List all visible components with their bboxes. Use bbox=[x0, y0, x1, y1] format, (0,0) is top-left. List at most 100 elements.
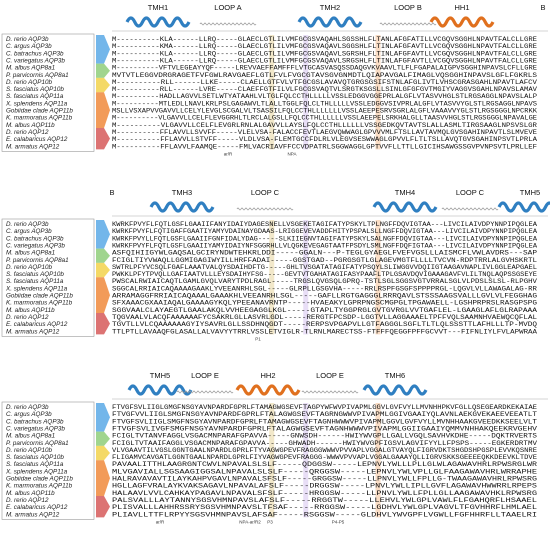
sequence: M----------KLA------LLRQ-----GLAECLGTLIL… bbox=[112, 50, 537, 57]
species-name: M. armatus AQP12 bbox=[6, 511, 60, 518]
species-name: C. batrachus AQP3b bbox=[6, 50, 64, 57]
species-name: E. calabaricus AQP12 bbox=[6, 321, 68, 328]
sequence: MLVGAVIALLSGSAAGIGGSALNPAVALSLSLF-----QR… bbox=[112, 468, 537, 475]
species-name: M. armatus AQP12 bbox=[6, 143, 60, 150]
sequence: M----------FFLAVVLLSTVFF-----VLDLVSA-FLE… bbox=[112, 136, 537, 143]
feature-label: TMH6 bbox=[385, 371, 405, 380]
sequence: FCIGLTVTAAIFAGGLVSGACMNPARAFGPAVVA-----G… bbox=[112, 440, 537, 447]
feature-label: LOOP C bbox=[251, 188, 280, 197]
species-name: M. albus AQP11b bbox=[6, 122, 55, 129]
species-name: D. rerio AQP12 bbox=[6, 314, 49, 321]
group-arrow bbox=[96, 248, 110, 263]
group-arrow bbox=[96, 460, 110, 496]
helix bbox=[127, 384, 193, 396]
loop bbox=[379, 22, 437, 26]
feature-label: LOOP B bbox=[394, 3, 422, 12]
sequence: M----------KLA------LLRQ-----GLAECLGTLIL… bbox=[112, 57, 537, 64]
helix bbox=[429, 16, 495, 28]
sequence: PLIAVLLTTFLRPYYSGSVHMNPAVSLAFSAF-----RSG… bbox=[112, 511, 537, 518]
sequence: MVTVTLEGGVDRGRAGETFVFGWLRAVGAEFLGTLFVLFV… bbox=[112, 72, 537, 79]
group-arrow bbox=[96, 495, 110, 518]
loop bbox=[236, 207, 294, 211]
sequence: M----------KLA------LLRQ-----GLAECLGTLIL… bbox=[112, 36, 537, 43]
sequence: HALAAVLVVLCAHKAYPAGAVLNPAVALSFSLF-----HR… bbox=[112, 490, 537, 497]
group-arrow bbox=[96, 431, 110, 446]
sequence: M----------VLGAVVLLCELFLEVGGRHLTLRCLALGS… bbox=[112, 115, 537, 122]
species-name: S. fasciatus AQP11a bbox=[6, 278, 64, 285]
species-name: K. marmoratus AQP11b bbox=[6, 483, 73, 490]
feature-label: LOOP A bbox=[214, 3, 241, 12]
species-name: C. variegatus AQP3b bbox=[6, 57, 65, 64]
species-name: P. parvicornis AQP8a1 bbox=[6, 257, 69, 264]
feature-label: TMH1 bbox=[148, 3, 168, 12]
sequence: FTVGFSVLIVGFSMGFNSGYAVNPARDFGPRLFTALAGWG… bbox=[112, 425, 537, 432]
sequence: KWRKFPVYFLFQTLGSFLGAAIIFANYIDAIYDAGESNEL… bbox=[112, 221, 537, 228]
species-name: M. albus AQP11b bbox=[6, 490, 55, 497]
sequence: TGVTLLVLCQAAAAAAGYIYSAVRLGLLSSDHNQGDT---… bbox=[112, 321, 537, 328]
sequence: KWRKFPVYFLFQTIGAFFGAATIYAMYVDAINAYGDAAS-… bbox=[112, 228, 537, 235]
species-name: M. albus AQP8a1 bbox=[6, 65, 55, 72]
loop bbox=[199, 22, 257, 26]
feature-label: LOOP E bbox=[316, 371, 344, 380]
species-name: C. batrachus AQP3b bbox=[6, 235, 64, 242]
sequence: SWTRLPFYVCSQLFGAFLAAATVALQYSDAIHDFTG----… bbox=[112, 264, 537, 271]
species-name: M. armatus AQP12 bbox=[6, 328, 60, 335]
conserved-column bbox=[303, 35, 309, 150]
loop bbox=[176, 390, 234, 394]
sequence: VLVGAAVTILVGSLGGNTGAALNPARDLGPRLFTYVAGWG… bbox=[112, 447, 537, 454]
sequence: FLIGAMVCAVGATLGGNTGAALNPARDLGPRLFIYVAGWG… bbox=[112, 454, 537, 461]
sequence: M----------RLL------LVRE-----CLAEFFGTFIL… bbox=[112, 86, 537, 93]
species-name: K. marmoratus AQP11b bbox=[6, 300, 73, 307]
sequence: M----------FFLAVVLLSVVFF-----VLELVSA-FAL… bbox=[112, 129, 537, 136]
group-arrow bbox=[96, 403, 110, 432]
feature-label: HH1 bbox=[454, 3, 469, 12]
site-marker: NPA bbox=[288, 151, 297, 156]
sequence: M----------FFLAVVLFAAMQE-----FMLVACRIAVF… bbox=[112, 143, 537, 150]
species-name: M. albus AQP8a1 bbox=[6, 433, 55, 440]
species-name: D. rerio AQP10b bbox=[6, 79, 52, 86]
species-name: D. rerio AQP3b bbox=[6, 404, 49, 411]
species-name: K. marmoratus AQP11b bbox=[6, 115, 73, 122]
conserved-column bbox=[303, 220, 309, 335]
sequence: FCIGLTIYVWAQLLGGMIGAGIWYILLHRFFADAI-----… bbox=[112, 257, 537, 264]
feature-label: TMH5 bbox=[150, 371, 170, 380]
group-arrow bbox=[96, 262, 110, 278]
species-name: C. argus AQP3b bbox=[6, 43, 52, 50]
group-arrow bbox=[96, 35, 110, 64]
sequence: PWKKLPFYTPVQLLGAFIAATVLLLEYSDAIHYFSG----… bbox=[112, 271, 537, 278]
species-name: D. rerio AQP10b bbox=[6, 447, 52, 454]
species-name: D. rerio AQP12 bbox=[6, 497, 49, 504]
sequence: FTVGFSVLIIGLSMGFNSGYAVNPARDFGPRLFTAMAGWG… bbox=[112, 418, 537, 425]
sequence: FCIGLTVTANVFAGGLVSGACMNPARAFGPAVVA-----G… bbox=[112, 433, 537, 440]
species-name: P. parvicornis AQP8a1 bbox=[6, 440, 69, 447]
feature-label: B bbox=[540, 3, 545, 12]
sequence: PLISVALLLAHHRSSRYSGSVHMNPAVSLTFSAF-----R… bbox=[112, 504, 537, 511]
species-name: C. variegatus AQP3b bbox=[6, 242, 65, 249]
species-name: M. albus AQP11b bbox=[6, 307, 55, 314]
species-name: D. rerio AQP3b bbox=[6, 36, 49, 43]
sequence: SFXAAACGXAAIAQALGAAAAGYKQLYPEEANAVRNTP--… bbox=[112, 300, 537, 307]
feature-label: LOOP C bbox=[456, 188, 485, 197]
species-name: E. calabaricus AQP12 bbox=[6, 504, 68, 511]
feature-label: TMH3 bbox=[172, 188, 192, 197]
sequence: SGGVAALCLAYAEGTLGAALAKQLVVHEEGAGGLKGL---… bbox=[112, 307, 537, 314]
sequence: TTLPTLLAVAAQFGLASALLALVAVYYTRRLVSSLETVIG… bbox=[112, 328, 537, 335]
site-marker: ar/R bbox=[156, 519, 165, 524]
sequence: ASFQIHIIGYWLGAQSALGCIRYNDWTEHKRLDDI-----… bbox=[112, 250, 537, 257]
group-arrow bbox=[96, 220, 110, 249]
sequence: M----------VFTVLEGEAYYQF-----LREVVAEFFAM… bbox=[112, 65, 537, 72]
feature-label: HH2 bbox=[260, 371, 275, 380]
helix bbox=[125, 16, 191, 28]
group-arrow bbox=[96, 92, 110, 128]
helix bbox=[497, 201, 550, 213]
sequence: PAVAALITTHLAAGRGNTCWVLNPAVALSLSLF-----QD… bbox=[112, 461, 537, 468]
conserved-column bbox=[269, 403, 275, 518]
species-name: E. calabaricus AQP12 bbox=[6, 136, 68, 143]
species-name: C. variegatus AQP3b bbox=[6, 425, 65, 432]
conserved-column bbox=[375, 403, 381, 518]
loop bbox=[441, 207, 499, 211]
sequence: MSLLVSXAPVVGAVVLLCELYLEVGLSCGALVLTSASSIL… bbox=[112, 108, 537, 115]
conserved-column bbox=[269, 220, 275, 335]
sequence: ARRAMAGGFRRIAICAQAAALGAAAKHLVEEANRHLSGL-… bbox=[112, 293, 537, 300]
species-name: D. rerio AQP3b bbox=[6, 221, 49, 228]
